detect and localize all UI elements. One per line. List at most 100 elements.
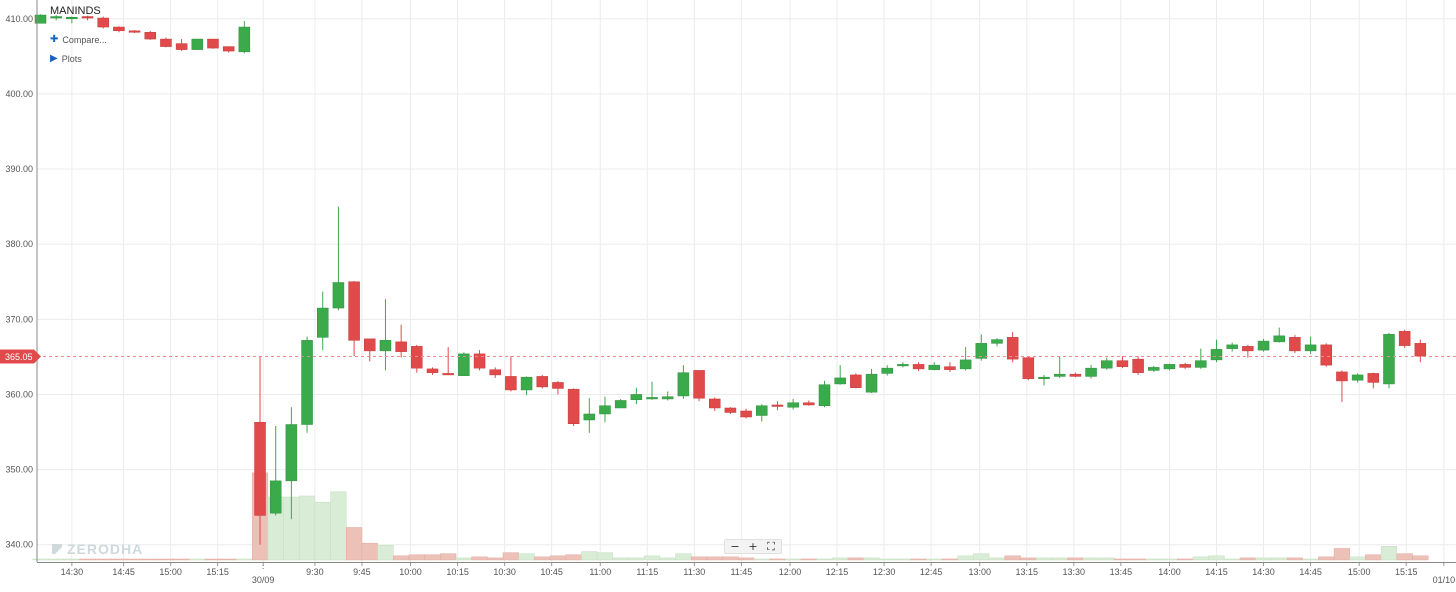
volume-bar [753, 558, 770, 561]
volume-bar [738, 557, 755, 561]
volume-bar [1145, 558, 1162, 561]
candle-down [1132, 358, 1144, 373]
candle-down [912, 364, 925, 370]
volume-bar [189, 558, 206, 561]
x-tick-label: 14:30 [1252, 567, 1275, 577]
x-tick-label: 11:30 [683, 567, 705, 577]
zoom-in-button[interactable]: + [748, 540, 758, 553]
candle-up [599, 405, 611, 415]
candle-down [364, 338, 376, 352]
volume-bar [1302, 558, 1319, 561]
candle-up [34, 14, 47, 24]
candle-down [113, 26, 125, 32]
candle-up [865, 373, 878, 393]
volume-bar [1271, 557, 1288, 561]
candle-down [803, 402, 815, 406]
x-tick-label: 01/10 [1433, 575, 1456, 585]
grid-lines [37, 0, 1456, 562]
volume-bar [408, 554, 425, 561]
candle-down [1022, 357, 1035, 379]
candle-down [944, 366, 956, 370]
candle-down [97, 17, 109, 28]
volume-bar [1192, 556, 1209, 561]
candle-up [269, 480, 282, 514]
x-tick-label: 15:15 [206, 567, 229, 577]
x-tick-label: 14:00 [1158, 567, 1181, 577]
compare-button[interactable]: ✚ Compare... [50, 34, 107, 45]
volume-bar [1239, 557, 1256, 561]
volume-bar [377, 545, 394, 561]
volume-bar [173, 558, 190, 561]
volume-bar [941, 558, 959, 561]
volume-bar [1349, 556, 1366, 561]
candle-down [708, 398, 721, 409]
volume-bar [142, 558, 159, 561]
candle-down [1006, 337, 1019, 360]
candle-down [1116, 360, 1129, 367]
watermark-text: ZERODHA [67, 541, 144, 557]
volume-bar [1004, 555, 1021, 561]
x-tick-label: 15:00 [1348, 567, 1371, 577]
candle-down [348, 281, 360, 341]
fit-screen-button[interactable]: ⛶ [767, 540, 775, 553]
volume-bar [518, 553, 535, 561]
x-tick-label: 11:00 [589, 567, 611, 577]
x-tick-label: 13:30 [1063, 567, 1086, 577]
volume-bar [832, 557, 849, 561]
candle-down [207, 38, 219, 49]
volume-bar [63, 558, 80, 561]
candle-up [1163, 364, 1176, 370]
plots-toggle[interactable]: ▶ Plots [50, 53, 82, 64]
volume-bar [1082, 557, 1100, 561]
candle-up [834, 377, 846, 385]
candle-down [771, 404, 784, 407]
y-tick-label: 370.00 [5, 314, 33, 324]
volume-bar [471, 556, 488, 561]
volume-bar [988, 557, 1006, 561]
candle-down [693, 370, 705, 399]
last-price-label: 365.05 [5, 352, 33, 362]
x-tick-label: 14:15 [1205, 567, 1228, 577]
volume-bar [879, 558, 896, 561]
x-tick-label: 14:45 [1299, 567, 1322, 577]
volume-bar [440, 553, 457, 561]
volume-bar [628, 557, 645, 561]
x-tick-label: 13:00 [968, 567, 991, 577]
zoom-out-button[interactable]: − [730, 540, 740, 553]
candle-up [787, 402, 799, 408]
candle-down [442, 373, 454, 376]
x-tick-label: 13:15 [1016, 567, 1039, 577]
candle-up [1226, 344, 1238, 349]
candle-up [66, 17, 78, 20]
candle-up [332, 282, 345, 309]
candle-down [1367, 373, 1380, 383]
candle-down [1289, 337, 1301, 352]
x-tick-label: 14:30 [61, 567, 84, 577]
volume-bar [1114, 558, 1131, 561]
candle-down [724, 407, 737, 413]
candle-up [1273, 335, 1285, 343]
volume-bar [612, 557, 629, 561]
plots-label: Plots [61, 53, 82, 64]
candle-up [959, 359, 972, 370]
price-candles [34, 14, 1427, 545]
candle-up [614, 400, 627, 409]
volume-bar [314, 502, 331, 561]
candle-up [1304, 344, 1317, 352]
candle-up [1383, 334, 1395, 385]
y-tick-label: 380.00 [5, 239, 33, 249]
candle-down [81, 16, 94, 19]
candle-up [928, 364, 941, 370]
volume-bar [690, 556, 708, 561]
y-tick-label: 340.00 [5, 540, 33, 550]
volume-bar [1396, 553, 1413, 561]
candle-up [1053, 373, 1066, 377]
candle-down [1336, 371, 1348, 382]
y-tick-label: 360.00 [5, 389, 33, 399]
candle-up [1210, 349, 1223, 361]
volume-bar [220, 558, 237, 561]
volume-bar [1255, 557, 1272, 561]
candle-down [552, 382, 564, 389]
plus-icon: ✚ [50, 34, 59, 45]
